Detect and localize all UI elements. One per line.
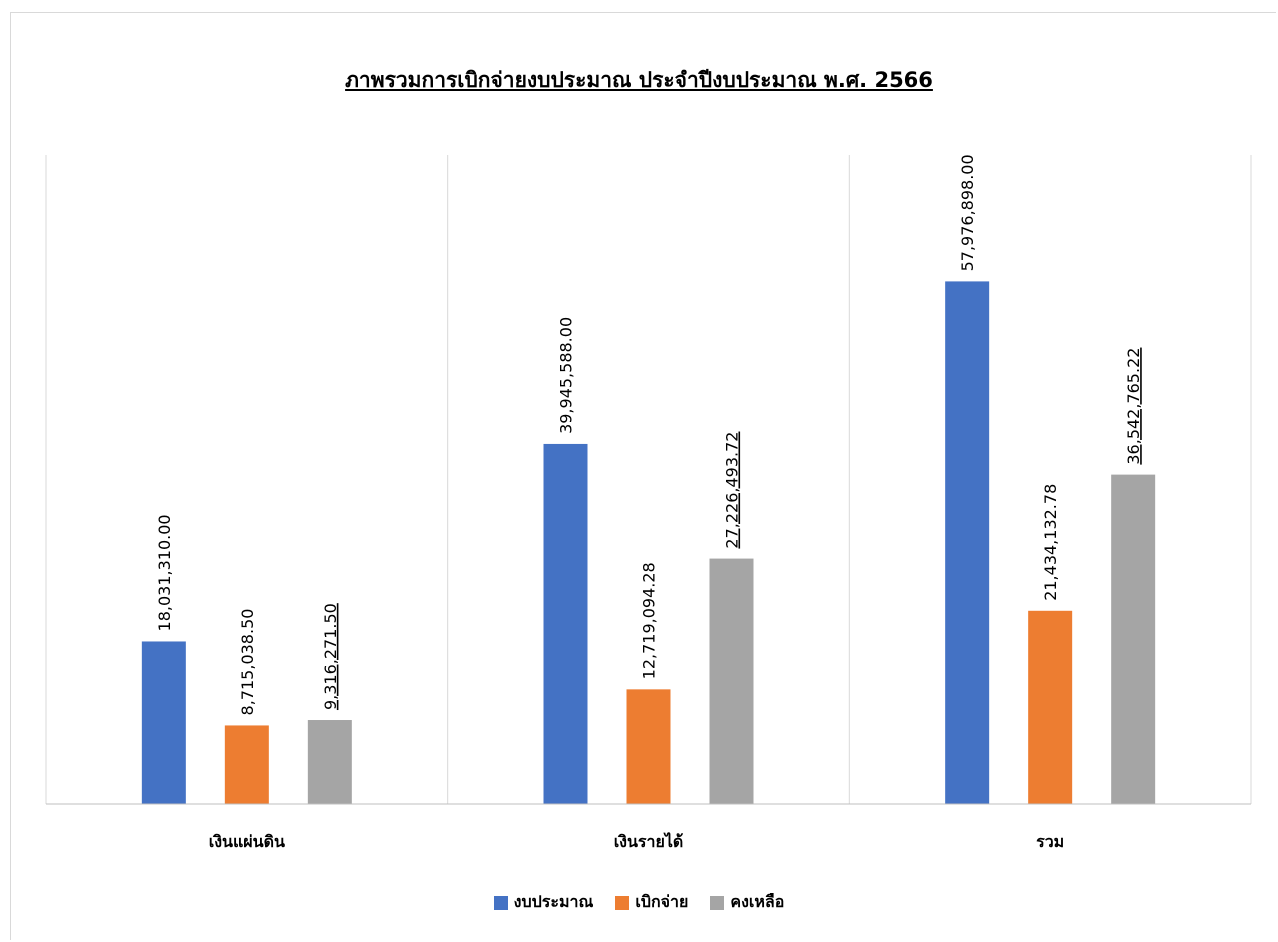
- legend-item: งบประมาณ: [493, 890, 594, 915]
- bar: [307, 720, 352, 804]
- legend-item: คงเหลือ: [710, 890, 784, 915]
- bar: [543, 443, 588, 804]
- data-label: 27,226,493.72: [723, 432, 742, 549]
- legend-label: เบิกจ่าย: [635, 892, 689, 911]
- data-label: 8,715,038.50: [238, 609, 257, 716]
- data-label: 57,976,898.00: [958, 154, 977, 271]
- data-label: 9,316,271.50: [321, 603, 340, 710]
- legend-swatch: [710, 895, 725, 910]
- legend-label: งบประมาณ: [513, 892, 594, 911]
- legend-item: เบิกจ่าย: [615, 890, 688, 915]
- category-label: เงินรายได้: [614, 832, 684, 851]
- legend: งบประมาณ เบิกจ่าย คงเหลือ: [0, 890, 1278, 915]
- category-label: รวม: [1036, 832, 1064, 851]
- legend-label: คงเหลือ: [730, 892, 785, 911]
- chart-title: ภาพรวมการเบิกจ่ายงบประมาณ ประจำปีงบประมา…: [345, 68, 933, 92]
- data-label: 12,719,094.28: [640, 562, 659, 679]
- bar: [141, 641, 186, 804]
- bar: [945, 281, 990, 804]
- bar: [1111, 474, 1156, 804]
- legend-swatch: [493, 895, 508, 910]
- bar: [626, 689, 671, 804]
- data-label: 39,945,588.00: [557, 317, 576, 434]
- bar: [709, 558, 754, 804]
- chart-frame: [10, 12, 1276, 940]
- bar: [1028, 610, 1073, 804]
- legend-swatch: [615, 895, 630, 910]
- category-label: เงินแผ่นดิน: [209, 832, 285, 851]
- data-label: 36,542,765.22: [1124, 348, 1143, 465]
- data-label: 21,434,132.78: [1041, 484, 1060, 601]
- bar: [224, 725, 269, 804]
- data-label: 18,031,310.00: [155, 514, 174, 631]
